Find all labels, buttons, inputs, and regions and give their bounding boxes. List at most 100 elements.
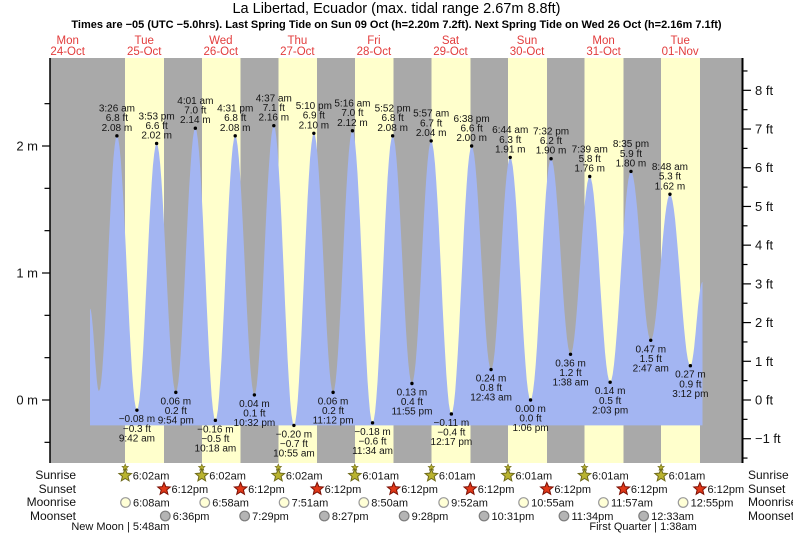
tide-annotation-high: 4:31 pm6.8 ft2.08 m bbox=[217, 104, 253, 138]
svg-text:8:27pm: 8:27pm bbox=[332, 511, 369, 523]
svg-text:7.0 ft: 7.0 ft bbox=[341, 108, 363, 119]
sunrise-star-marker: 6:01am bbox=[653, 467, 705, 483]
moonrise-circle-marker: 6:08am bbox=[120, 497, 170, 510]
svg-text:7:32 pm: 7:32 pm bbox=[533, 127, 569, 138]
moonrise-circle-icon bbox=[518, 497, 529, 508]
svg-text:0 m: 0 m bbox=[16, 393, 38, 408]
svg-text:11:34pm: 11:34pm bbox=[571, 511, 613, 523]
svg-text:2.04 m: 2.04 m bbox=[416, 128, 447, 139]
moonset-circle-marker: 8:27pm bbox=[318, 510, 369, 523]
svg-text:0.06 m: 0.06 m bbox=[161, 396, 192, 407]
moonrise-row-label-left: Moonrise bbox=[26, 495, 76, 509]
tide-annotation-low: 0.14 m0.5 ft2:03 pm bbox=[592, 380, 628, 416]
sunset-star-marker: 6:12pm bbox=[615, 481, 668, 496]
sunrise-star-icon bbox=[500, 467, 516, 482]
svg-text:6.2 ft: 6.2 ft bbox=[540, 136, 562, 147]
svg-text:8:35 pm: 8:35 pm bbox=[613, 139, 649, 150]
tide-annotation-low: 0.06 m0.2 ft9:54 pm bbox=[158, 390, 194, 427]
svg-text:0.5 ft: 0.5 ft bbox=[599, 396, 621, 407]
moonset-row-label-left: Moonset bbox=[29, 508, 76, 523]
svg-text:1.80 m: 1.80 m bbox=[616, 158, 647, 169]
svg-text:6.6 ft: 6.6 ft bbox=[145, 121, 167, 132]
chart-title: La Libertad, Ecuador (max. tidal range 2… bbox=[232, 1, 561, 17]
svg-text:1.62 m: 1.62 m bbox=[655, 181, 686, 192]
svg-text:6:12pm: 6:12pm bbox=[478, 484, 515, 496]
sunset-row-label-left: Sunset bbox=[38, 481, 76, 496]
tide-annotation-high: 5:52 pm6.8 ft2.08 m bbox=[375, 104, 411, 138]
sunrise-star-marker: 6:01am bbox=[576, 467, 629, 483]
sunrise-star-marker: 6:01am bbox=[423, 467, 476, 483]
svg-text:−0.16 m: −0.16 m bbox=[197, 424, 233, 435]
svg-text:31-Oct: 31-Oct bbox=[586, 46, 621, 58]
svg-text:8:50am: 8:50am bbox=[371, 498, 408, 510]
svg-text:26-Oct: 26-Oct bbox=[204, 46, 239, 58]
sunset-star-marker: 6:12pm bbox=[233, 481, 285, 496]
svg-text:6:12pm: 6:12pm bbox=[172, 484, 209, 496]
svg-text:2.14 m: 2.14 m bbox=[180, 115, 211, 126]
svg-text:6.8 ft: 6.8 ft bbox=[106, 113, 128, 124]
svg-text:4 ft: 4 ft bbox=[755, 238, 773, 253]
svg-text:3:12 pm: 3:12 pm bbox=[672, 389, 708, 400]
svg-text:7.0 ft: 7.0 ft bbox=[184, 106, 206, 117]
svg-text:10:55am: 10:55am bbox=[531, 498, 574, 510]
moonrise-circle-icon bbox=[358, 497, 370, 508]
svg-text:6:12pm: 6:12pm bbox=[707, 484, 744, 496]
svg-text:0.2 ft: 0.2 ft bbox=[165, 406, 187, 417]
sunrise-star-marker: 6:02am bbox=[117, 467, 169, 483]
svg-text:5.9 ft: 5.9 ft bbox=[620, 149, 642, 160]
svg-text:−0.6 ft: −0.6 ft bbox=[359, 436, 387, 447]
svg-text:−0.3 ft: −0.3 ft bbox=[123, 424, 151, 435]
moonset-circle-icon bbox=[638, 510, 650, 522]
sunset-star-icon bbox=[615, 481, 631, 496]
sunset-star-marker: 6:12pm bbox=[692, 481, 744, 496]
svg-text:2.12 m: 2.12 m bbox=[337, 118, 368, 129]
svg-text:27-Oct: 27-Oct bbox=[280, 46, 315, 58]
sunset-row-label-right: Sunset bbox=[748, 481, 786, 496]
sunrise-row-label-left: Sunrise bbox=[35, 468, 76, 482]
svg-text:6:58am: 6:58am bbox=[212, 498, 249, 510]
svg-text:9:42 am: 9:42 am bbox=[119, 433, 155, 444]
sunrise-star-icon bbox=[423, 467, 439, 482]
moonset-circle-marker: 12:33am bbox=[638, 510, 694, 523]
svg-text:4:31 pm: 4:31 pm bbox=[217, 104, 253, 115]
svg-text:10:55 am: 10:55 am bbox=[273, 449, 315, 460]
y-axis-right: −1 ft 0 ft 1 ft 2 ft 3 ft 4 ft 5 ft 6 ft 7 ft 8 f… bbox=[743, 70, 781, 459]
moonrise-circle-marker: 8:50am bbox=[358, 497, 408, 510]
svg-text:Fri: Fri bbox=[367, 35, 380, 47]
moonrise-circle-marker: 6:58am bbox=[199, 497, 249, 510]
svg-text:1.2 ft: 1.2 ft bbox=[559, 368, 581, 379]
svg-text:6:02am: 6:02am bbox=[286, 471, 323, 483]
svg-text:2 m: 2 m bbox=[16, 139, 38, 154]
svg-text:6.3 ft: 6.3 ft bbox=[499, 135, 521, 146]
svg-text:1.91 m: 1.91 m bbox=[495, 144, 526, 155]
svg-text:2:47 am: 2:47 am bbox=[633, 364, 669, 375]
svg-text:0.06 m: 0.06 m bbox=[318, 396, 349, 407]
moonrise-circle-icon bbox=[598, 497, 609, 508]
tide-annotation-high: 6:38 pm6.6 ft2.00 m bbox=[454, 114, 490, 148]
svg-text:Sun: Sun bbox=[517, 35, 537, 47]
tide-annotation-high: 7:32 pm6.2 ft1.90 m bbox=[533, 127, 569, 161]
sunrise-star-marker: 6:01am bbox=[500, 467, 552, 483]
svg-text:1 m: 1 m bbox=[16, 266, 38, 281]
sunset-star-icon bbox=[233, 481, 249, 496]
svg-text:12:55pm: 12:55pm bbox=[691, 498, 734, 510]
moonrise-circle-marker: 10:55am bbox=[518, 497, 574, 510]
svg-text:Tue: Tue bbox=[135, 35, 154, 47]
svg-text:2.08 m: 2.08 m bbox=[220, 123, 251, 134]
svg-text:6:01am: 6:01am bbox=[439, 471, 476, 483]
svg-text:11:34 am: 11:34 am bbox=[352, 446, 393, 457]
svg-text:0.1 ft: 0.1 ft bbox=[243, 409, 265, 420]
svg-text:6.6 ft: 6.6 ft bbox=[461, 123, 483, 134]
moonset-circle-icon bbox=[159, 510, 171, 522]
svg-text:25-Oct: 25-Oct bbox=[127, 46, 162, 58]
svg-text:6:36pm: 6:36pm bbox=[173, 511, 210, 523]
moonset-circle-icon bbox=[239, 510, 251, 522]
svg-text:6:01am: 6:01am bbox=[592, 471, 629, 483]
svg-text:5:57 am: 5:57 am bbox=[413, 109, 449, 120]
sunset-star-marker: 6:12pm bbox=[386, 481, 438, 496]
svg-text:6:38 pm: 6:38 pm bbox=[454, 114, 490, 125]
